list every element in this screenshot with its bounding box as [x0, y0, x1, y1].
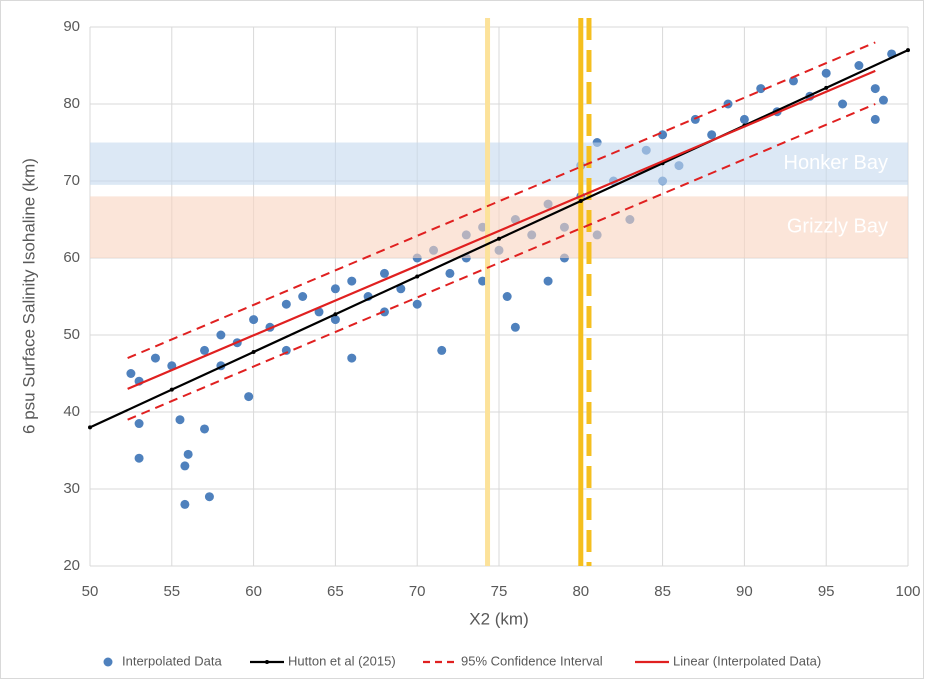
- data-point: [204, 492, 214, 502]
- data-point: [870, 84, 880, 94]
- legend-label: Linear (Interpolated Data): [673, 653, 821, 668]
- interval-line: [127, 103, 876, 421]
- data-point: [200, 424, 210, 434]
- line: [127, 69, 876, 390]
- data-point: [347, 353, 357, 363]
- data-point: [870, 114, 880, 124]
- data-point: [821, 68, 831, 78]
- data-point: [878, 95, 888, 105]
- data-point: [175, 415, 185, 425]
- x-tick-label: 75: [491, 583, 508, 600]
- region-band: [90, 196, 908, 258]
- y-tick-label: 70: [63, 172, 80, 189]
- data-point: [510, 322, 520, 332]
- y-tick-label: 90: [63, 18, 80, 35]
- region-band: [90, 142, 908, 185]
- data-point: [756, 84, 766, 94]
- x-tick-label: 80: [572, 583, 589, 600]
- y-tick-label: 50: [63, 326, 80, 343]
- x-tick-label: 90: [736, 583, 753, 600]
- data-point: [314, 307, 324, 317]
- x-tick-label: 50: [82, 583, 99, 600]
- data-point: [126, 369, 136, 378]
- y-tick-label: 80: [63, 95, 80, 112]
- x-tick-label: 100: [895, 583, 920, 600]
- x-tick-label: 60: [245, 583, 262, 600]
- region-label: Honker Bay: [784, 152, 889, 174]
- y-tick-label: 20: [63, 557, 80, 574]
- legend-label: 95% Confidence Interval: [461, 653, 603, 668]
- line-marker: [333, 312, 338, 317]
- data-point: [180, 499, 190, 509]
- data-point: [180, 461, 190, 471]
- data-point: [412, 299, 422, 309]
- data-point: [396, 284, 406, 294]
- x-tick-label: 85: [654, 583, 671, 600]
- legend-symbol: [103, 657, 113, 667]
- x-tick-label: 95: [818, 583, 835, 600]
- legend-label: Hutton et al (2015): [288, 653, 396, 668]
- data-point: [838, 99, 848, 109]
- data-point: [249, 315, 259, 325]
- data-point: [437, 345, 447, 355]
- line-marker: [578, 199, 583, 204]
- data-point: [330, 315, 340, 325]
- y-tick-label: 40: [63, 403, 80, 420]
- legend-symbol: [265, 660, 269, 664]
- data-point: [379, 268, 389, 278]
- line-marker: [169, 387, 174, 392]
- interval-line: [127, 41, 876, 360]
- data-point: [707, 130, 717, 140]
- line-marker: [824, 85, 829, 90]
- y-tick-label: 60: [63, 249, 80, 266]
- data-point: [445, 268, 455, 278]
- line-marker: [415, 274, 420, 279]
- legend-label: Interpolated Data: [122, 653, 223, 668]
- data-point: [134, 453, 144, 463]
- x-axis-label: X2 (km): [469, 609, 529, 628]
- data-point: [281, 299, 291, 309]
- x-tick-label: 65: [327, 583, 344, 600]
- data-point: [478, 276, 488, 286]
- data-point: [658, 130, 668, 140]
- data-point: [244, 392, 254, 402]
- x-tick-label: 70: [409, 583, 426, 600]
- data-point: [216, 330, 226, 340]
- x-tick-label: 55: [163, 583, 180, 600]
- data-point: [150, 353, 160, 363]
- y-axis-label: 6 psu Surface Salinity Isohaline (km): [19, 158, 38, 434]
- data-point: [739, 114, 749, 124]
- data-point: [543, 276, 553, 286]
- line-marker: [497, 236, 501, 241]
- line-marker: [88, 425, 92, 430]
- line-marker: [251, 349, 256, 354]
- data-point: [298, 292, 308, 301]
- data-point: [200, 345, 210, 355]
- data-point: [330, 284, 340, 294]
- data-point: [134, 419, 144, 429]
- y-tick-label: 30: [63, 480, 80, 497]
- data-point: [854, 61, 864, 70]
- line-marker: [906, 48, 910, 53]
- region-label: Grizzly Bay: [787, 215, 888, 237]
- data-point: [183, 449, 193, 459]
- data-point: [347, 276, 357, 286]
- data-point: [502, 292, 512, 301]
